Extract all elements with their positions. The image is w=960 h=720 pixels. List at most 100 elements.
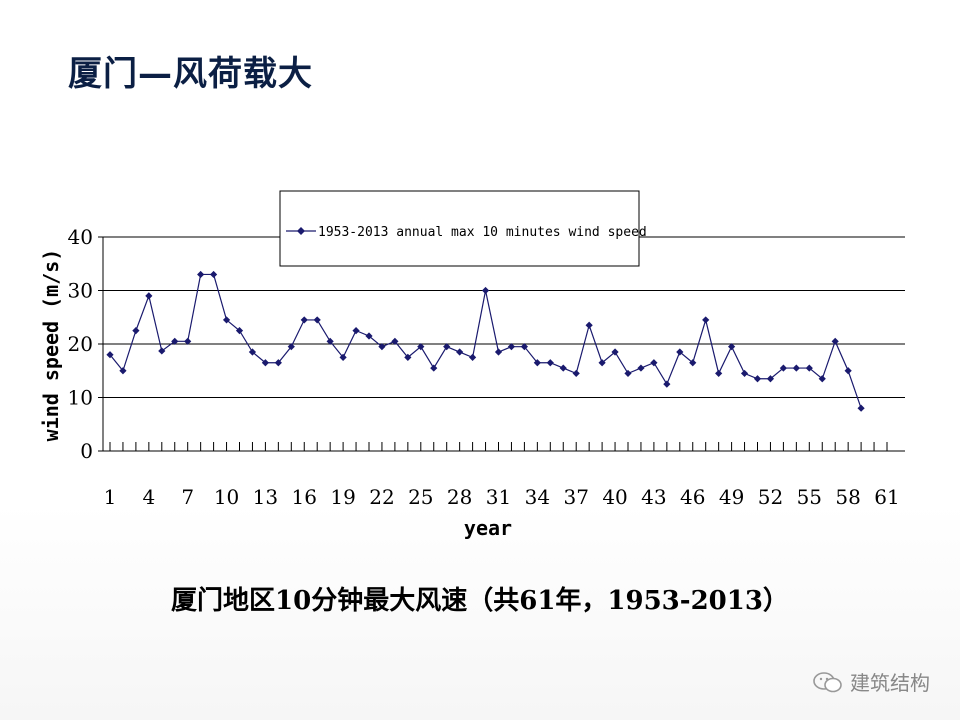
x-tick-label: 10 <box>214 485 239 509</box>
data-point <box>352 327 360 335</box>
x-tick-label: 28 <box>447 485 472 509</box>
data-point <box>792 364 800 372</box>
data-point <box>857 404 865 412</box>
data-point <box>689 359 697 367</box>
data-point <box>197 270 205 279</box>
data-point <box>520 343 528 351</box>
data-point <box>766 375 775 383</box>
data-point <box>844 367 852 375</box>
data-point <box>145 292 153 300</box>
y-tick-label: 20 <box>68 332 93 356</box>
data-point <box>378 343 386 351</box>
data-point <box>546 359 554 367</box>
y-tick-label: 10 <box>68 386 93 410</box>
x-tick-label: 46 <box>680 485 705 509</box>
data-point <box>598 359 606 367</box>
watermark-text: 建筑结构 <box>850 671 930 695</box>
y-tick-label: 30 <box>68 279 93 303</box>
data-point <box>391 337 399 345</box>
data-point <box>572 369 580 378</box>
x-tick-label: 7 <box>181 485 194 509</box>
data-point <box>740 369 749 378</box>
data-point <box>650 359 658 367</box>
x-tick-label: 13 <box>253 485 278 509</box>
data-point <box>494 348 503 356</box>
y-tick-label: 40 <box>68 225 93 249</box>
chart-axes <box>98 236 905 452</box>
data-point <box>715 369 723 378</box>
data-point <box>210 270 218 279</box>
data-point <box>261 359 269 367</box>
slide-title: 厦门—风荷载大 <box>68 54 313 94</box>
data-point <box>171 337 179 345</box>
x-tick-label: 58 <box>835 485 860 509</box>
data-point <box>287 343 295 351</box>
y-tick-labels: 0 10 20 30 40 <box>68 225 93 463</box>
x-tick-label: 37 <box>563 485 588 509</box>
series-polyline <box>109 273 862 409</box>
wind-speed-chart: 0 10 20 30 40 1 4 7 10 13 16 19 22 25 28 31 34 37 40 43 46 4… <box>39 190 905 540</box>
data-point <box>456 348 464 356</box>
data-point <box>818 375 826 383</box>
data-point <box>507 343 516 351</box>
x-tick-label: 55 <box>797 485 822 509</box>
y-tick-label: 0 <box>80 439 93 463</box>
x-tick-label: 1 <box>104 485 117 509</box>
watermark: 建筑结构 <box>812 667 930 696</box>
data-point <box>779 364 787 372</box>
x-tick-label: 49 <box>719 485 744 509</box>
data-point <box>158 347 166 355</box>
data-point <box>132 327 140 335</box>
wechat-icon <box>812 670 844 694</box>
data-point <box>106 351 114 359</box>
data-point <box>533 359 541 367</box>
data-point <box>417 343 425 351</box>
x-tick-label: 34 <box>525 485 550 509</box>
series-line <box>106 270 865 412</box>
data-point <box>676 348 684 356</box>
data-point <box>443 343 451 351</box>
chart-legend: 1953-2013 annual max 10 minutes wind spe… <box>279 190 647 267</box>
data-point <box>663 380 671 388</box>
data-point <box>326 337 334 345</box>
data-point <box>313 316 321 324</box>
data-point <box>430 364 438 372</box>
x-tick-label: 22 <box>369 485 394 509</box>
legend-marker <box>297 227 305 235</box>
x-tick-label: 43 <box>641 485 666 509</box>
data-point <box>702 316 710 324</box>
x-tick-label: 16 <box>292 485 317 509</box>
data-point <box>559 364 567 372</box>
data-point <box>339 353 347 361</box>
data-point <box>300 316 308 324</box>
data-point <box>248 348 257 356</box>
x-tick-labels: 1 4 7 10 13 16 19 22 25 28 31 34 37 40 43 46 49 52 55 58 61 <box>104 485 900 509</box>
data-point <box>637 364 645 372</box>
data-point <box>831 337 839 345</box>
legend-series-name: 1953-2013 annual max 10 minutes wind spe… <box>318 225 647 240</box>
x-axis-title: year <box>464 516 512 540</box>
data-point <box>365 332 373 340</box>
x-tick-label: 4 <box>142 485 155 509</box>
x-tick-label: 61 <box>874 485 899 509</box>
data-point <box>611 348 619 356</box>
x-tick-label: 40 <box>602 485 627 509</box>
data-point <box>585 321 593 329</box>
y-axis-title: wind speed (m/s) <box>39 249 63 442</box>
data-point <box>805 364 813 372</box>
x-tick-label: 52 <box>758 485 783 509</box>
data-point <box>753 375 762 383</box>
data-point <box>235 327 244 335</box>
data-point <box>119 367 127 375</box>
data-point <box>469 353 477 361</box>
chart-caption: 厦门地区10分钟最大风速（共61年，1953-2013） <box>171 586 789 616</box>
x-tick-label: 25 <box>408 485 433 509</box>
x-tick-label: 31 <box>486 485 511 509</box>
data-point <box>624 369 632 378</box>
data-point <box>404 353 412 361</box>
data-point <box>222 316 231 324</box>
legend-box <box>279 190 640 267</box>
data-point <box>481 286 490 295</box>
data-point <box>274 359 282 367</box>
x-tick-label: 19 <box>330 485 355 509</box>
